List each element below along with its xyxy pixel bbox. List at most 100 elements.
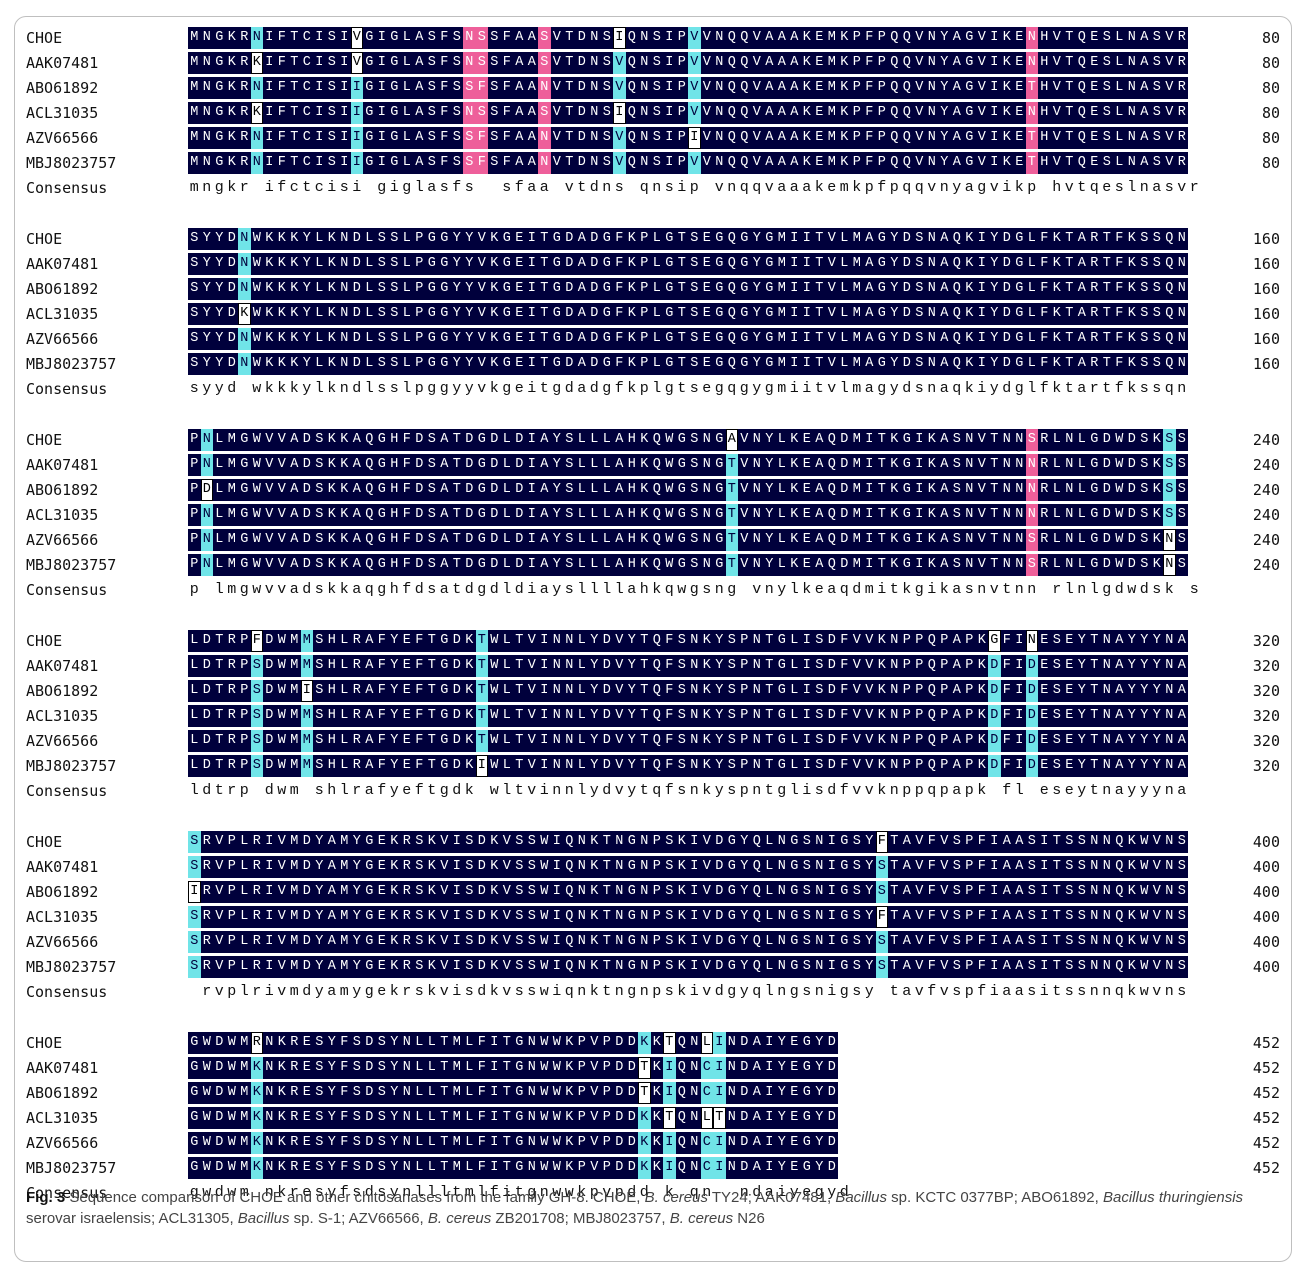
residue: D — [463, 504, 476, 526]
consensus-residue: q — [927, 782, 937, 799]
residue: S — [913, 228, 926, 250]
residue: V — [438, 931, 451, 953]
residue: S — [1175, 529, 1188, 551]
residue: M — [300, 755, 313, 777]
consensus-residue: p — [652, 983, 662, 1000]
residue: K — [838, 102, 851, 124]
residue: I — [788, 253, 801, 275]
residue: T — [638, 1057, 651, 1079]
residue: M — [225, 554, 238, 576]
residue: Y — [813, 1032, 826, 1054]
residue: P — [963, 881, 976, 903]
residue: A — [1075, 253, 1088, 275]
residue: A — [525, 102, 538, 124]
residue: F — [475, 1107, 488, 1129]
residue: Q — [750, 881, 763, 903]
residue: K — [963, 303, 976, 325]
residue: L — [363, 328, 376, 350]
residue: V — [275, 906, 288, 928]
residue: A — [575, 303, 588, 325]
residue: M — [775, 253, 788, 275]
residue: Y — [625, 655, 638, 677]
residue: Y — [1138, 705, 1151, 727]
residue: S — [313, 554, 326, 576]
residue: Y — [350, 931, 363, 953]
residue: K — [463, 755, 476, 777]
residue: R — [225, 630, 238, 652]
residue: Q — [900, 152, 913, 174]
residue: Y — [388, 705, 401, 727]
sequence-end-position: 240 — [1252, 431, 1280, 449]
residue: I — [300, 680, 313, 702]
residue: L — [1113, 52, 1126, 74]
residue: Y — [550, 504, 563, 526]
residue: K — [638, 429, 651, 451]
residue: V — [588, 1082, 601, 1104]
residue: G — [500, 303, 513, 325]
residue: R — [250, 856, 263, 878]
residue: I — [988, 906, 1001, 928]
residue: T — [1088, 630, 1101, 652]
residue: T — [563, 127, 576, 149]
residue: K — [1000, 52, 1013, 74]
consensus-residue: e — [827, 179, 837, 196]
residue: L — [650, 228, 663, 250]
residue: A — [1113, 730, 1126, 752]
residue: A — [413, 77, 426, 99]
residue: A — [1138, 27, 1151, 49]
residue: K — [1150, 554, 1163, 576]
residue: N — [750, 529, 763, 551]
residue: D — [213, 1107, 226, 1129]
residue: Y — [313, 831, 326, 853]
residue: E — [1088, 27, 1101, 49]
consensus-residue: a — [952, 581, 962, 598]
residue: E — [300, 1057, 313, 1079]
residue: V — [850, 655, 863, 677]
residue: D — [825, 680, 838, 702]
residue: D — [825, 705, 838, 727]
residue: V — [588, 1057, 601, 1079]
consensus-residue: m — [289, 782, 299, 799]
residue: N — [925, 152, 938, 174]
consensus-residue: n — [539, 1184, 549, 1201]
caption-part: sp. KCTC 0377BP; ABO61892, — [887, 1189, 1103, 1206]
residue: V — [938, 906, 951, 928]
residue: V — [850, 705, 863, 727]
consensus-residue: y — [1152, 782, 1162, 799]
consensus-residue: l — [1089, 581, 1099, 598]
residue: Y — [1138, 630, 1151, 652]
residue: A — [813, 479, 826, 501]
residue: S — [850, 881, 863, 903]
residue: K — [463, 655, 476, 677]
consensus-residue: g — [377, 581, 387, 598]
consensus-residue: a — [964, 179, 974, 196]
residue: G — [513, 1107, 526, 1129]
consensus-residue: p — [189, 581, 199, 598]
residue: V — [475, 353, 488, 375]
residue: S — [350, 1032, 363, 1054]
consensus-residue: v — [264, 581, 274, 598]
residue: I — [525, 554, 538, 576]
residue: D — [613, 1032, 626, 1054]
consensus-residue: k — [277, 1184, 287, 1201]
residue: M — [825, 27, 838, 49]
residue: I — [1013, 630, 1026, 652]
residue: D — [300, 454, 313, 476]
residue: G — [875, 328, 888, 350]
residue: P — [413, 303, 426, 325]
residue: L — [1075, 479, 1088, 501]
residue: Y — [713, 705, 726, 727]
residue: P — [575, 1132, 588, 1154]
residue: L — [838, 278, 851, 300]
residue: G — [363, 52, 376, 74]
consensus-residue: n — [639, 983, 649, 1000]
residue: S — [1138, 253, 1151, 275]
residue: N — [1025, 27, 1038, 49]
residue: F — [375, 630, 388, 652]
residue: T — [888, 831, 901, 853]
consensus-residue: g — [777, 782, 787, 799]
residue: Q — [738, 52, 751, 74]
